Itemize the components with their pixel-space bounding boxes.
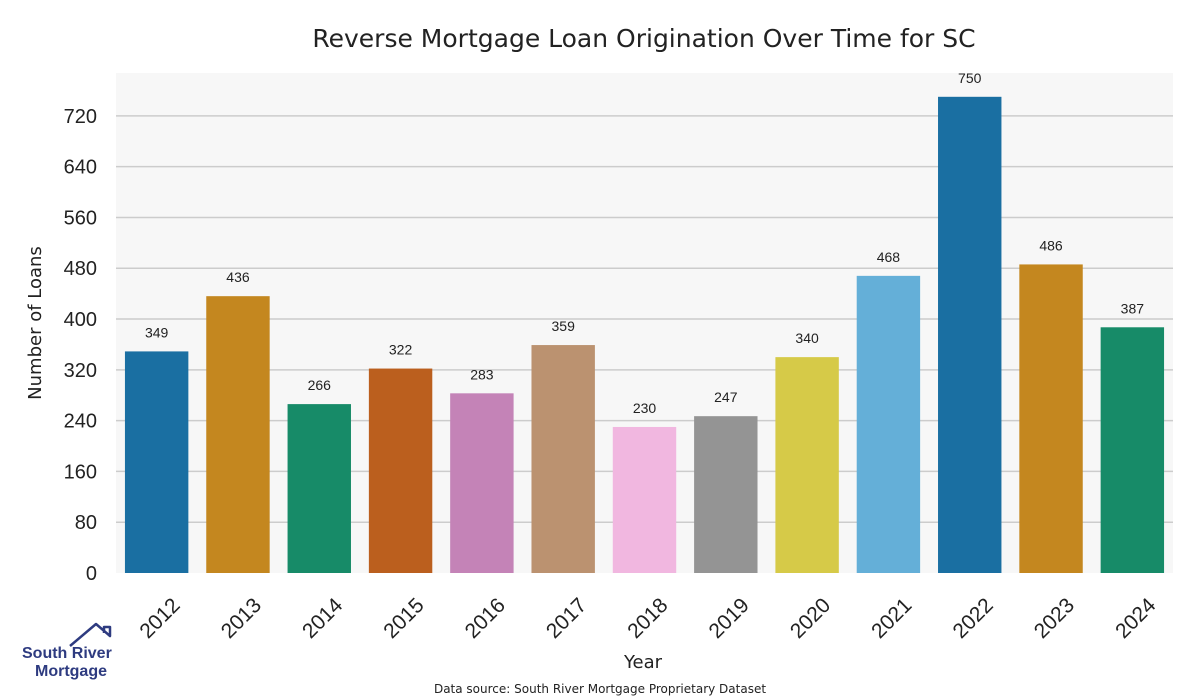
bar-2015 <box>368 368 433 573</box>
data-label-2024: 387 <box>1121 300 1145 316</box>
data-label-2021: 468 <box>877 249 901 265</box>
bar-2021 <box>856 275 921 573</box>
data-label-2016: 283 <box>470 366 494 382</box>
bar-2022 <box>938 96 1002 574</box>
x-tick-label-2013: 2013 <box>217 594 266 643</box>
x-tick-label-2023: 2023 <box>1030 594 1079 643</box>
x-tick-labels: 2012 2013 2014 2015 2016 2017 2018 2019 2020 2021… <box>135 594 1160 644</box>
bar-2014 <box>287 404 351 573</box>
data-label-2018: 230 <box>633 400 657 416</box>
bar-2012 <box>124 351 189 573</box>
data-label-2012: 349 <box>145 324 169 340</box>
y-tick-label: 640 <box>64 157 97 179</box>
data-label-2023: 486 <box>1039 237 1063 253</box>
bar-2017 <box>531 345 595 573</box>
bar-2016 <box>450 393 514 573</box>
data-label-2013: 436 <box>226 269 250 285</box>
data-label-2020: 340 <box>795 330 819 346</box>
house-roof-icon <box>69 622 112 647</box>
data-label-2014: 266 <box>308 377 332 393</box>
y-tick-labels: 0 80 160 240 320 400 480 560 640 720 <box>64 106 97 585</box>
bar-2024 <box>1100 327 1165 573</box>
data-label-2019: 247 <box>714 389 738 405</box>
bar-2020 <box>775 357 839 573</box>
y-tick-label: 320 <box>64 360 97 382</box>
source-note: Data source: South River Mortgage Propri… <box>434 682 766 696</box>
x-axis-label: Year <box>623 652 663 673</box>
y-axis-label: Number of Loans <box>25 246 46 400</box>
bars <box>124 96 1165 574</box>
data-labels: 349 436 266 322 283 359 230 247 340 468 750 486 387 <box>145 70 1144 416</box>
y-tick-label: 560 <box>64 207 97 229</box>
bar-2018 <box>612 426 677 573</box>
x-tick-label-2012: 2012 <box>135 594 184 643</box>
chart-title: Reverse Mortgage Loan Origination Over T… <box>312 24 975 53</box>
x-tick-label-2017: 2017 <box>542 594 591 643</box>
x-tick-label-2014: 2014 <box>298 594 348 644</box>
data-label-2015: 322 <box>389 342 413 358</box>
y-tick-label: 720 <box>64 106 97 128</box>
y-tick-label: 80 <box>75 512 97 534</box>
x-tick-label-2021: 2021 <box>867 594 916 643</box>
data-label-2022: 750 <box>958 70 982 86</box>
x-tick-label-2018: 2018 <box>623 594 672 643</box>
x-tick-label-2022: 2022 <box>948 594 997 643</box>
y-tick-label: 0 <box>86 563 97 585</box>
logo-line-1: South River <box>22 645 112 662</box>
y-tick-label: 480 <box>64 258 97 280</box>
y-tick-label: 240 <box>64 411 97 433</box>
y-tick-label: 400 <box>64 309 97 331</box>
x-tick-label-2015: 2015 <box>379 594 428 643</box>
logo: South River Mortgage <box>22 622 112 680</box>
y-tick-label: 160 <box>64 461 97 483</box>
bar-2013 <box>206 296 270 573</box>
bar-2019 <box>694 416 758 573</box>
x-tick-label-2016: 2016 <box>461 594 510 643</box>
x-tick-label-2020: 2020 <box>786 594 835 643</box>
bar-2023 <box>1019 264 1083 573</box>
logo-line-2: Mortgage <box>35 663 107 680</box>
data-label-2017: 359 <box>552 318 576 334</box>
x-tick-label-2019: 2019 <box>705 594 754 643</box>
x-tick-label-2024: 2024 <box>1111 594 1161 644</box>
